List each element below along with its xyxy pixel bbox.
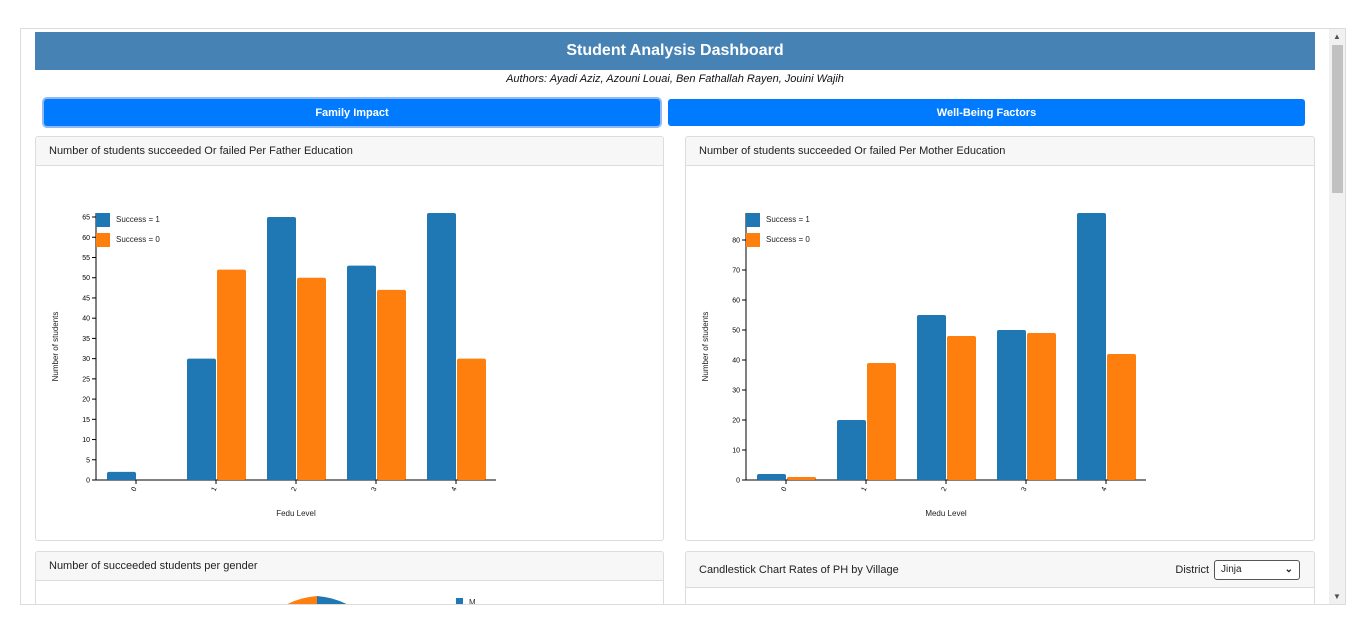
- y-tick-label: 15: [82, 417, 90, 424]
- bar: [917, 315, 946, 480]
- scroll-up-icon[interactable]: ▲: [1333, 32, 1341, 41]
- y-tick-label: 60: [732, 298, 740, 305]
- legend-swatch: [96, 213, 110, 227]
- x-tick-label: 2: [291, 486, 299, 493]
- x-tick-label: 3: [371, 486, 379, 493]
- x-axis-label: Fedu Level: [276, 509, 316, 518]
- y-tick-label: 55: [82, 255, 90, 262]
- tab-family-impact[interactable]: Family Impact: [44, 99, 660, 126]
- bar: [457, 358, 486, 480]
- bar: [787, 477, 816, 480]
- legend-label: Success = 0: [766, 235, 810, 244]
- chevron-down-icon: ⌄: [1284, 564, 1293, 575]
- father-education-card: Number of students succeeded Or failed P…: [35, 136, 664, 541]
- y-axis-label: Number of students: [51, 312, 60, 382]
- bar: [267, 217, 296, 480]
- scroll-thumb[interactable]: [1332, 45, 1343, 193]
- x-tick-label: 1: [211, 486, 219, 493]
- y-tick-label: 0: [86, 478, 90, 485]
- mother-education-card: Number of students succeeded Or failed P…: [685, 136, 1315, 541]
- bar: [1077, 213, 1106, 480]
- y-axis-label: Number of students: [701, 312, 710, 382]
- pie-slice-blue: [287, 596, 317, 604]
- x-tick-label: 4: [1101, 486, 1109, 493]
- page-title: Student Analysis Dashboard: [566, 42, 784, 59]
- bar: [947, 336, 976, 480]
- candlestick-card: Candlestick Chart Rates of PH by Village…: [685, 551, 1315, 604]
- legend-swatch: [746, 213, 760, 227]
- y-tick-label: 80: [732, 238, 740, 245]
- x-tick-label: 0: [781, 486, 789, 493]
- y-tick-label: 30: [732, 388, 740, 395]
- legend-swatch: [96, 233, 110, 247]
- bar: [867, 363, 896, 480]
- district-filter: District Jinja ⌄: [1175, 559, 1300, 580]
- y-tick-label: 35: [82, 336, 90, 343]
- district-label: District: [1175, 563, 1209, 576]
- card-header: Candlestick Chart Rates of PH by Village…: [686, 552, 1314, 588]
- scroll-down-icon[interactable]: ▼: [1333, 592, 1341, 601]
- legend-label: Success = 1: [116, 215, 160, 224]
- y-tick-label: 40: [82, 316, 90, 323]
- legend-swatch: [746, 233, 760, 247]
- x-axis-label: Medu Level: [925, 509, 967, 518]
- bar: [377, 289, 406, 480]
- card-title: Candlestick Chart Rates of PH by Village: [699, 563, 899, 576]
- y-tick-label: 10: [82, 437, 90, 444]
- pie-slice-orange: [317, 596, 347, 604]
- x-tick-label: 2: [941, 486, 949, 493]
- tab-well-being-factors[interactable]: Well-Being Factors: [668, 99, 1305, 126]
- y-tick-label: 30: [82, 356, 90, 363]
- district-value: Jinja: [1221, 564, 1242, 575]
- y-tick-label: 50: [82, 275, 90, 282]
- bar: [187, 358, 216, 480]
- y-tick-label: 40: [732, 358, 740, 365]
- bar: [297, 277, 326, 480]
- y-tick-label: 50: [732, 328, 740, 335]
- gender-card: Number of succeeded students per gender …: [35, 551, 664, 605]
- y-tick-label: 20: [82, 397, 90, 404]
- card-title: Number of succeeded students per gender: [36, 552, 663, 581]
- bar: [1107, 354, 1136, 480]
- legend-label-m: M: [469, 598, 476, 605]
- father-education-bar-chart: 0 5 10 15 20 25 30 35 40 45 50 55 60 65 0 1 2 3 4 Fedu Leve…: [51, 213, 496, 518]
- y-tick-label: 20: [732, 418, 740, 425]
- dashboard-header: Student Analysis Dashboard: [35, 32, 1315, 70]
- y-tick-label: 25: [82, 376, 90, 383]
- card-title: Number of students succeeded Or failed P…: [686, 137, 1314, 166]
- browser-viewport: Student Analysis Dashboard Authors: Ayad…: [20, 28, 1346, 605]
- x-tick-label: 1: [861, 486, 869, 493]
- y-tick-label: 65: [82, 215, 90, 222]
- bar: [107, 471, 136, 480]
- y-tick-label: 45: [82, 295, 90, 302]
- bar: [997, 330, 1026, 480]
- mother-education-bar-chart: 0 10 20 30 40 50 60 70 80 0 1 2 3 4 Medu Level Number o…: [701, 213, 1146, 518]
- bar: [837, 420, 866, 480]
- y-tick-label: 10: [732, 448, 740, 455]
- bar: [347, 265, 376, 480]
- authors-line: Authors: Ayadi Aziz, Azouni Louai, Ben F…: [506, 73, 844, 85]
- gender-pie-chart: M: [287, 596, 476, 605]
- bar: [217, 269, 246, 480]
- bar: [427, 213, 456, 480]
- legend-label: Success = 1: [766, 215, 810, 224]
- x-tick-label: 3: [1021, 486, 1029, 493]
- x-tick-label: 0: [131, 486, 139, 493]
- district-select[interactable]: Jinja ⌄: [1214, 559, 1300, 580]
- legend-label: Success = 0: [116, 235, 160, 244]
- legend-swatch-m: [456, 598, 463, 604]
- x-tick-label: 4: [451, 486, 459, 493]
- card-title: Number of students succeeded Or failed P…: [36, 137, 663, 166]
- y-tick-label: 60: [82, 235, 90, 242]
- bar: [757, 474, 786, 480]
- y-tick-label: 70: [732, 268, 740, 275]
- y-tick-label: 5: [86, 457, 90, 464]
- bar: [1027, 333, 1056, 480]
- vertical-scrollbar[interactable]: ▲ ▼: [1329, 29, 1345, 604]
- y-tick-label: 0: [736, 478, 740, 485]
